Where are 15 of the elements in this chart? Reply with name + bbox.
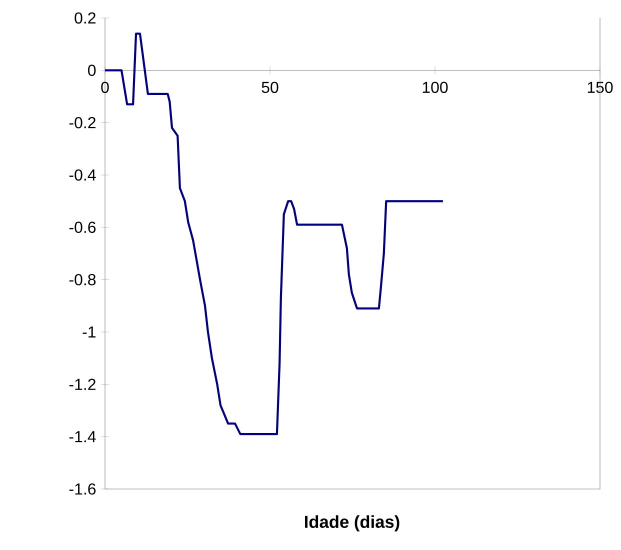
x-tick-label: 0	[101, 82, 109, 94]
y-tick-label: -1.6	[69, 483, 96, 495]
x-axis-title: Idade (dias)	[304, 515, 400, 532]
y-tick-label: -1	[82, 326, 96, 338]
y-tick-label: 0	[88, 64, 96, 76]
y-tick-label: -0.2	[69, 117, 96, 128]
y-tick-label: 0.2	[74, 12, 96, 24]
x-tick-label: 150	[588, 82, 613, 94]
y-tick-label: -1.2	[69, 378, 96, 390]
x-tick-label: 50	[262, 82, 278, 94]
x-tick-label: 100	[422, 82, 448, 94]
y-tick-label: -0.4	[69, 169, 96, 181]
y-tick-label: -1.4	[69, 431, 96, 442]
y-tick-label: -0.6	[69, 222, 96, 233]
y-tick-label: -0.8	[69, 274, 96, 286]
